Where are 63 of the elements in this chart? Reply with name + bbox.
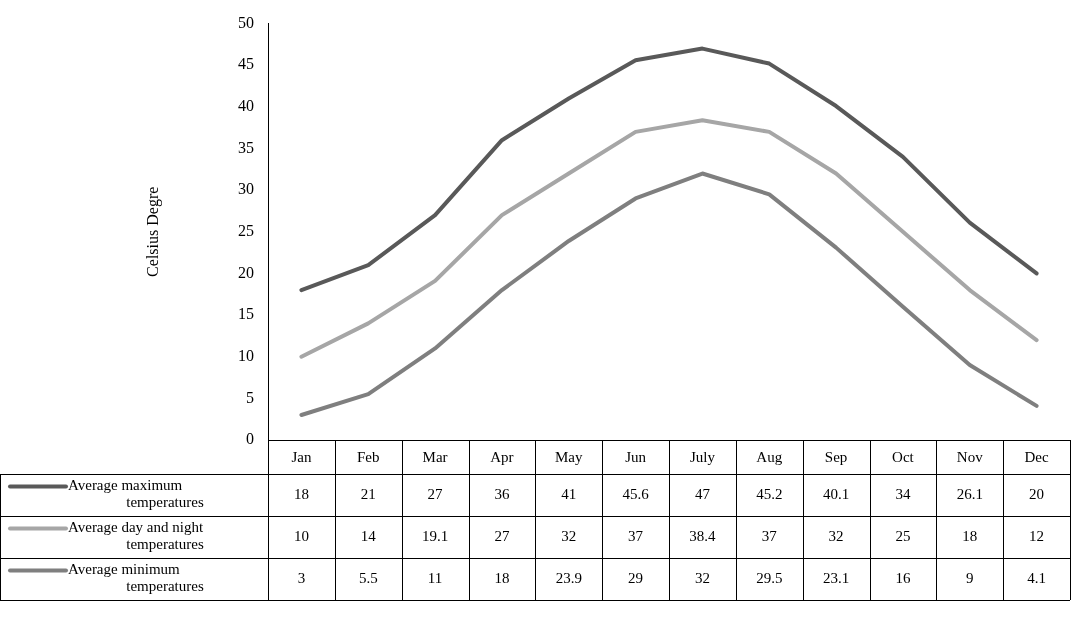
data-label: 20 [1029, 485, 1045, 502]
data-label: 11 [427, 569, 443, 586]
data-label: 37 [628, 527, 644, 544]
x-tick-label: May [555, 448, 583, 465]
data-label: 27 [427, 485, 444, 502]
data-label: 21 [360, 485, 376, 502]
data-label: 37 [761, 527, 778, 544]
data-label: 18 [962, 527, 978, 544]
y-tick-label: 25 [238, 222, 254, 239]
legend-label: Average day and night temperatures [68, 519, 204, 553]
data-label: 27 [494, 527, 510, 544]
y-tick-label: 20 [238, 263, 254, 281]
data-label: 18 [494, 569, 510, 586]
y-tick-label: 50 [238, 13, 254, 31]
x-tick-label: Oct [892, 448, 915, 465]
y-tick-label: 15 [238, 305, 254, 323]
data-label: 45.6 [622, 485, 650, 502]
data-label: 40.1 [822, 485, 850, 502]
y-axis-title: Celsius Degre [143, 186, 162, 277]
y-tick-label: 30 [238, 180, 254, 198]
data-label: 9 [966, 569, 974, 586]
y-tick-label: 10 [238, 346, 254, 364]
data-label: 10 [293, 527, 309, 544]
y-tick-label: 5 [246, 388, 254, 406]
data-label: 14 [360, 527, 377, 544]
x-tick-label: Dec [1024, 448, 1049, 465]
data-label: 16 [895, 569, 911, 586]
data-label: 32 [828, 527, 844, 544]
legend-label: Average minimum temperatures [68, 561, 204, 595]
data-label: 32 [694, 569, 710, 586]
x-tick-label: Mar [422, 448, 448, 465]
data-label: 18 [293, 485, 309, 502]
data-label: 23.1 [822, 569, 850, 586]
data-label: 29.5 [756, 569, 783, 586]
data-label: 47 [694, 485, 711, 502]
data-label: 41 [561, 485, 577, 502]
data-label: 23.9 [555, 569, 582, 586]
y-tick-label: 35 [238, 138, 254, 156]
y-tick-label: 0 [246, 430, 254, 448]
x-tick-label: Sep [824, 448, 848, 465]
y-tick-label: 45 [238, 55, 254, 73]
x-tick-label: Nov [956, 448, 984, 465]
x-tick-label: Apr [490, 448, 514, 465]
data-label: 38.4 [689, 527, 717, 544]
x-tick-label: Feb [357, 448, 380, 465]
x-tick-label: July [689, 448, 716, 465]
x-tick-label: Aug [756, 448, 783, 465]
data-label: 26.1 [956, 485, 983, 502]
x-tick-label: Jan [291, 448, 312, 465]
data-label: 4.1 [1027, 569, 1046, 586]
data-label: 34 [895, 485, 911, 502]
data-label: 32 [561, 527, 577, 544]
data-label: 36 [494, 485, 510, 502]
data-label: 25 [895, 527, 911, 544]
data-label: 12 [1029, 527, 1045, 544]
data-label: 29 [628, 569, 644, 586]
data-label: 3 [297, 569, 306, 586]
data-label: 45.2 [756, 485, 783, 502]
x-tick-label: Jun [625, 448, 647, 465]
legend-label: Average maximum temperatures [68, 477, 204, 511]
y-tick-label: 40 [238, 97, 254, 115]
data-label: 19.1 [421, 527, 449, 544]
data-label: 5.5 [358, 569, 378, 586]
